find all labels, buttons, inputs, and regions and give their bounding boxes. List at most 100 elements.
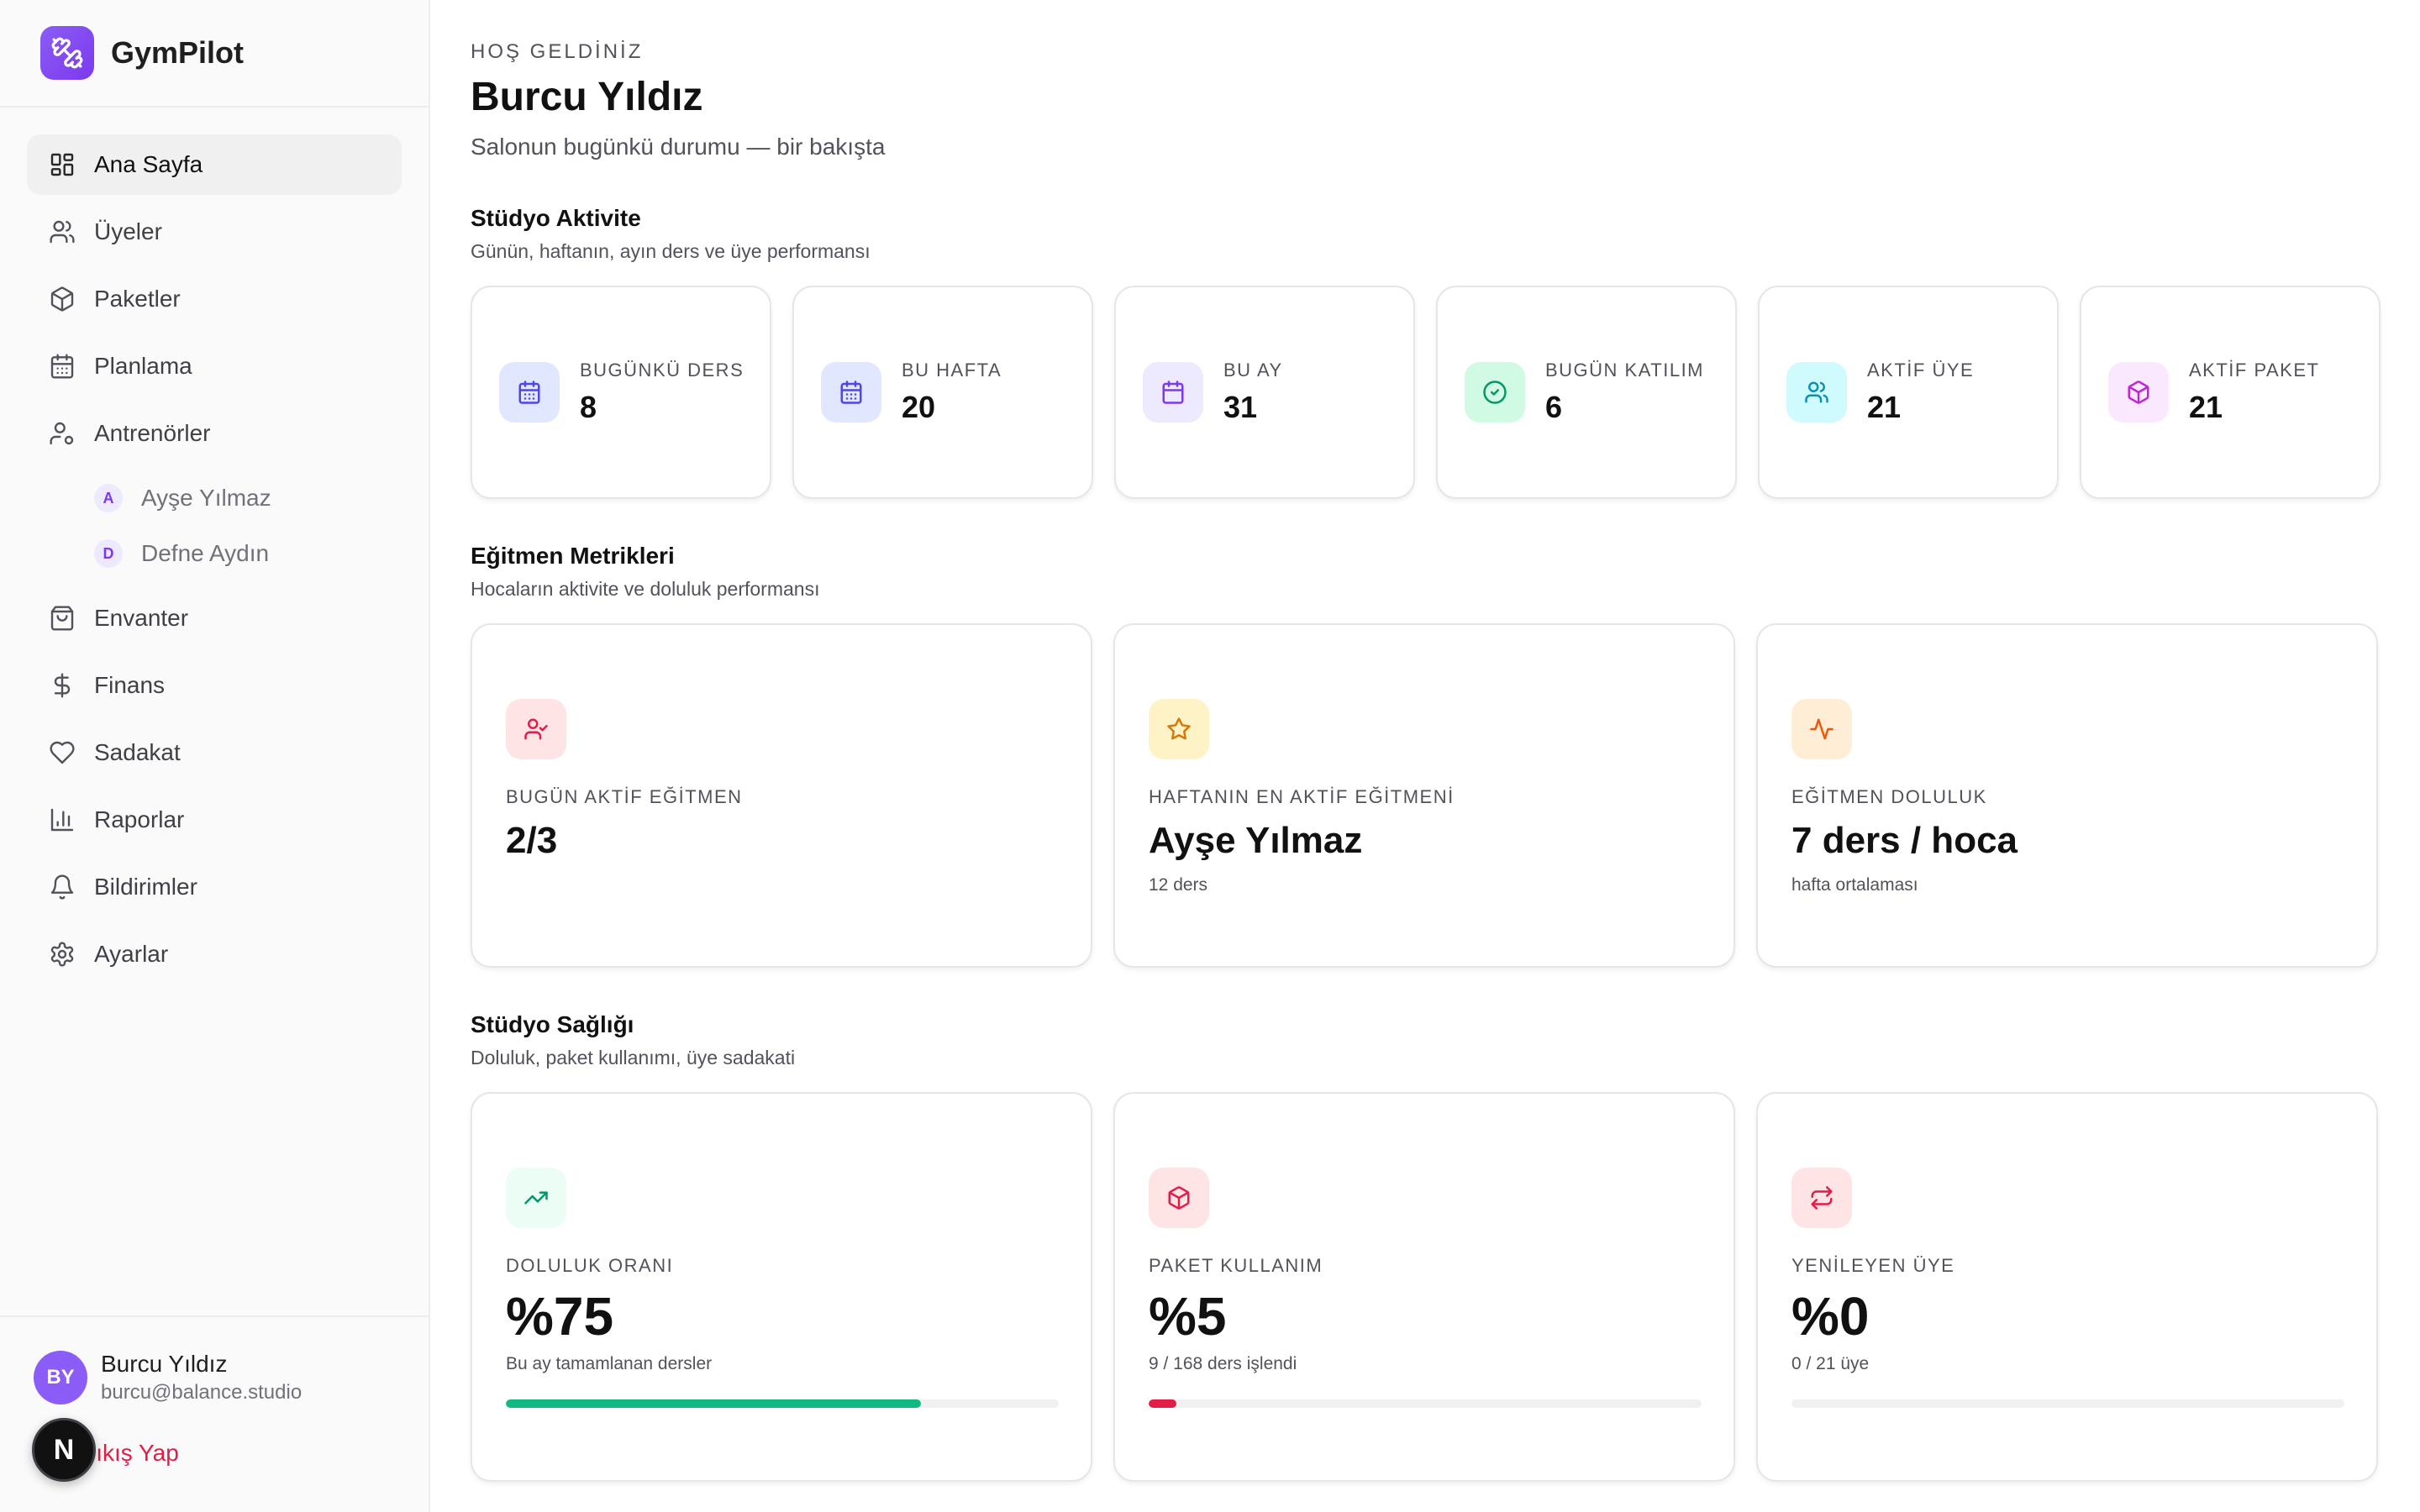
nav-item-antrenorler[interactable]: Antrenörler (27, 403, 402, 464)
calendar-icon (1143, 362, 1203, 423)
stat-label: AKTİF PAKET (2189, 360, 2320, 381)
package-icon (2108, 362, 2169, 423)
stat-value: 31 (1223, 390, 1258, 424)
stat-card[interactable]: BUGÜN KATILIM 6 (1436, 286, 1737, 499)
nav-item-envanter[interactable]: Envanter (27, 588, 402, 648)
users-icon (47, 217, 77, 247)
stat-value: 8 (580, 390, 597, 424)
metric-label: EĞİTMEN DOLULUK (1791, 786, 1987, 807)
heart-icon (47, 738, 77, 768)
trainer-icon (47, 418, 77, 449)
stat-label: BUGÜNKÜ DERS (580, 360, 744, 381)
dumbbell-icon (40, 26, 94, 80)
trainer-avatar: A (94, 484, 123, 512)
metric-label: BUGÜN AKTİF EĞİTMEN (506, 786, 743, 807)
nav-item-uyeler[interactable]: Üyeler (27, 202, 402, 262)
stat-value: 21 (1867, 390, 1902, 424)
nav-item-ayarlar[interactable]: Ayarlar (27, 924, 402, 984)
metric-label: HAFTANIN EN AKTİF EĞİTMENİ (1149, 786, 1455, 807)
section-title: Stüdyo Aktivite (471, 205, 641, 231)
trainer-name: Ayşe Yılmaz (141, 485, 271, 511)
metric-card[interactable]: BUGÜN AKTİF EĞİTMEN 2/3 (471, 623, 1092, 968)
nav-item-planlama[interactable]: Planlama (27, 336, 402, 396)
stat-card[interactable]: AKTİF PAKET 21 (2080, 286, 2381, 499)
repeat-icon (1791, 1168, 1852, 1228)
health-label: YENİLEYEN ÜYE (1791, 1255, 1955, 1276)
stat-card[interactable]: BUGÜNKÜ DERS 8 (471, 286, 771, 499)
main-nav: Ana Sayfa Üyeler Paketler Planlama (0, 108, 429, 984)
stat-card[interactable]: BU AY 31 (1114, 286, 1415, 499)
nav-label: Finans (94, 672, 166, 698)
users-icon (1786, 362, 1847, 423)
health-note: Bu ay tamamlanan dersler (506, 1354, 713, 1373)
trending-up-icon (506, 1168, 566, 1228)
health-card[interactable]: DOLULUK ORANI %75 Bu ay tamamlanan dersl… (471, 1092, 1092, 1482)
package-icon (47, 284, 77, 314)
nav-item-bildirimler[interactable]: Bildirimler (27, 857, 402, 917)
bell-icon (47, 872, 77, 902)
progress-bar (1149, 1399, 1702, 1408)
nav-label: Ayarlar (94, 941, 169, 967)
health-value: %0 (1791, 1286, 1870, 1347)
nav-label: Raporlar (94, 806, 185, 832)
section-subtitle: Hocaların aktivite ve doluluk performans… (471, 578, 820, 600)
nav-item-finans[interactable]: Finans (27, 655, 402, 716)
stat-label: BUGÜN KATILIM (1545, 360, 1705, 381)
health-value: %75 (506, 1286, 614, 1347)
progress-bar (1791, 1399, 2344, 1408)
metric-note: hafta ortalaması (1791, 875, 1918, 895)
user-email: burcu@balance.studio (101, 1381, 302, 1404)
nav-label: Üyeler (94, 218, 162, 244)
check-circle-icon (1465, 362, 1525, 423)
progress-fill (1149, 1399, 1176, 1408)
nav-label: Paketler (94, 286, 181, 312)
nav-label: Sadakat (94, 739, 181, 765)
metric-card[interactable]: EĞİTMEN DOLULUK 7 ders / hoca hafta orta… (1756, 623, 2378, 968)
metric-value: 2/3 (506, 820, 558, 861)
metric-note: 12 ders (1149, 875, 1208, 895)
stat-value: 6 (1545, 390, 1563, 424)
calendar-icon (47, 351, 77, 381)
stat-value: 20 (902, 390, 936, 424)
nav-item-sadakat[interactable]: Sadakat (27, 722, 402, 783)
sidebar-footer: BY Burcu Yıldız burcu@balance.studio Çık… (0, 1315, 429, 1512)
section-title: Stüdyo Sağlığı (471, 1011, 634, 1037)
health-value: %5 (1149, 1286, 1227, 1347)
health-label: PAKET KULLANIM (1149, 1255, 1323, 1276)
metric-card[interactable]: HAFTANIN EN AKTİF EĞİTMENİ Ayşe Yılmaz 1… (1113, 623, 1735, 968)
user-profile[interactable]: BY Burcu Yıldız burcu@balance.studio (34, 1351, 395, 1404)
bar-chart-icon (47, 805, 77, 835)
main-content: HOŞ GELDİNİZ Burcu Yıldız Salonun bugünk… (430, 0, 2420, 1512)
sidebar: GymPilot Ana Sayfa Üyeler Paketler (0, 0, 430, 1512)
star-icon (1149, 699, 1209, 759)
user-name: Burcu Yıldız (101, 1351, 228, 1377)
health-card[interactable]: YENİLEYEN ÜYE %0 0 / 21 üye (1756, 1092, 2378, 1482)
user-check-icon (506, 699, 566, 759)
health-label: DOLULUK ORANI (506, 1255, 674, 1276)
app-name: GymPilot (111, 35, 245, 70)
page-subtitle: Salonun bugünkü durumu — bir bakışta (471, 134, 886, 160)
metric-value: 7 ders / hoca (1791, 820, 2018, 861)
nav-item-raporlar[interactable]: Raporlar (27, 790, 402, 850)
health-note: 9 / 168 ders işlendi (1149, 1354, 1297, 1373)
trainer-item[interactable]: A Ayşe Yılmaz (27, 470, 402, 526)
brand[interactable]: GymPilot (0, 0, 429, 108)
page-title: Burcu Yıldız (471, 75, 703, 119)
dev-tools-badge[interactable]: N (32, 1418, 96, 1482)
welcome-eyebrow: HOŞ GELDİNİZ (471, 40, 644, 63)
progress-fill (506, 1399, 921, 1408)
metric-value: Ayşe Yılmaz (1149, 820, 1363, 861)
health-card[interactable]: PAKET KULLANIM %5 9 / 168 ders işlendi (1113, 1092, 1735, 1482)
package-icon (1149, 1168, 1209, 1228)
stat-label: BU AY (1223, 360, 1283, 381)
calendar-icon (499, 362, 560, 423)
stat-card[interactable]: AKTİF ÜYE 21 (1758, 286, 2059, 499)
nav-label: Bildirimler (94, 874, 197, 900)
nav-label: Envanter (94, 605, 189, 631)
nav-item-paketler[interactable]: Paketler (27, 269, 402, 329)
nav-item-ana-sayfa[interactable]: Ana Sayfa (27, 134, 402, 195)
trainer-item[interactable]: D Defne Aydın (27, 526, 402, 581)
nav-label: Antrenörler (94, 420, 211, 446)
stat-card[interactable]: BU HAFTA 20 (792, 286, 1093, 499)
gear-icon (47, 939, 77, 969)
